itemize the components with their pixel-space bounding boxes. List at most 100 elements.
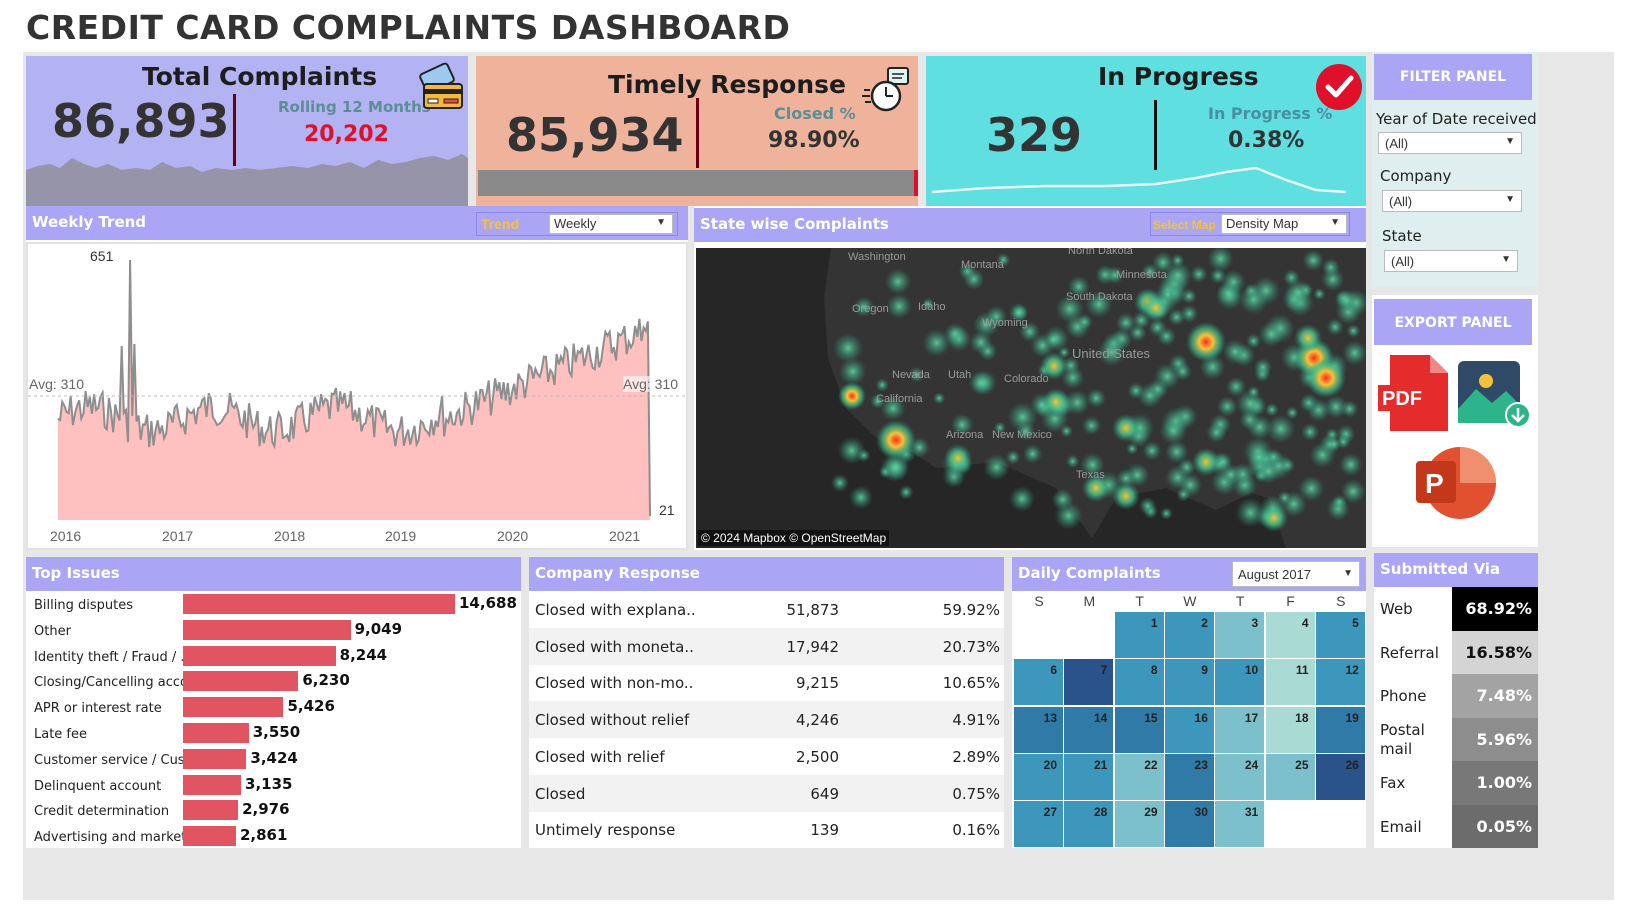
response-row[interactable]: Closed 649 0.75%: [529, 774, 1004, 812]
calendar-day[interactable]: 10: [1215, 659, 1265, 706]
calendar-day[interactable]: 19: [1315, 706, 1365, 753]
map-density-point: [1248, 446, 1270, 469]
issue-row[interactable]: Delinquent account 3,135: [26, 774, 521, 800]
response-row[interactable]: Closed with explana.. 51,873 59.92%: [529, 591, 1004, 628]
trend-chart-border: [26, 242, 688, 550]
top-issues-panel: Top Issues Billing disputes 14,688 Other 9,…: [26, 557, 521, 848]
response-row[interactable]: Closed without relief 4,246 4.91%: [529, 701, 1004, 739]
pdf-export-icon[interactable]: PDF: [1376, 353, 1448, 433]
submitted-via-label: Email: [1380, 817, 1422, 836]
map-density-point: [1326, 318, 1344, 336]
calendar-day[interactable]: 5: [1315, 612, 1365, 658]
issue-row[interactable]: Billing disputes 14,688: [26, 593, 521, 619]
calendar-day[interactable]: 28: [1064, 801, 1114, 848]
response-row[interactable]: Closed with moneta.. 17,942 20.73%: [529, 627, 1004, 665]
chevron-down-icon: ▼: [1343, 568, 1353, 579]
trend-dropdown[interactable]: Weekly ▼: [549, 214, 673, 234]
calendar-day[interactable]: 27: [1014, 801, 1063, 848]
map-hotspot: [1082, 474, 1110, 502]
total-sparkline: [26, 154, 468, 206]
filter-company-dropdown[interactable]: (All) ▼: [1382, 190, 1522, 212]
issue-row[interactable]: Closing/Cancelling acco.. 6,230: [26, 670, 521, 696]
calendar-day[interactable]: 22: [1114, 753, 1164, 800]
calendar-day[interactable]: 23: [1164, 753, 1214, 800]
issue-bar: [183, 671, 299, 692]
calendar-day[interactable]: 4: [1265, 612, 1315, 658]
calendar-day[interactable]: 7: [1064, 659, 1114, 706]
ppt-export-icon[interactable]: P: [1414, 445, 1496, 521]
kpi-progress-divider: [1154, 100, 1157, 170]
calendar-day[interactable]: 2: [1164, 612, 1214, 658]
issue-row[interactable]: APR or interest rate 5,426: [26, 696, 521, 722]
filter-year-dropdown[interactable]: (All) ▼: [1378, 132, 1522, 154]
calendar-day[interactable]: 18: [1265, 706, 1315, 753]
response-row[interactable]: Untimely response 139 0.16%: [529, 811, 1004, 848]
calendar-day[interactable]: 25: [1265, 753, 1315, 800]
calendar-day[interactable]: 17: [1215, 706, 1265, 753]
calendar-day[interactable]: 8: [1114, 659, 1164, 706]
submitted-via-row[interactable]: Phone 7.48%: [1374, 674, 1538, 718]
submitted-via-row[interactable]: Postal mail 5.96%: [1374, 717, 1538, 761]
calendar-day[interactable]: 1: [1114, 612, 1164, 658]
response-row[interactable]: Closed with non-mo.. 9,215 10.65%: [529, 664, 1004, 701]
filter-state-dropdown[interactable]: (All) ▼: [1384, 250, 1518, 272]
map-density-point: [1082, 416, 1102, 436]
issue-row[interactable]: Identity theft / Fraud / .. 8,244: [26, 645, 521, 671]
image-export-icon[interactable]: [1456, 359, 1532, 429]
map-label-colorado: Colorado: [1004, 373, 1049, 385]
map-dropdown[interactable]: Density Map ▼: [1221, 214, 1347, 234]
submitted-via-row[interactable]: Referral 16.58%: [1374, 630, 1538, 674]
response-row[interactable]: Closed with relief 2,500 2.89%: [529, 738, 1004, 775]
trend-dropdown-value: Weekly: [554, 216, 597, 231]
map-density-point: [1061, 366, 1085, 389]
map-density-point: [1138, 497, 1157, 515]
map-density-point: [1152, 251, 1175, 274]
issue-row[interactable]: Advertising and market.. 2,861: [26, 825, 521, 851]
calendar-day[interactable]: 31: [1215, 801, 1265, 848]
map-density-point: [1009, 485, 1035, 512]
calendar-day[interactable]: 26: [1315, 753, 1365, 800]
issue-row[interactable]: Late fee 3,550: [26, 722, 521, 748]
company-response-title: Company Response: [535, 564, 700, 582]
calendar-day[interactable]: 21: [1064, 753, 1114, 800]
issue-row[interactable]: Credit determination 2,976: [26, 799, 521, 825]
calendar-day[interactable]: 29: [1114, 801, 1164, 848]
map-hotspot: [1294, 324, 1322, 352]
density-map[interactable]: Montana North Dakota South Dakota Idaho …: [696, 248, 1366, 548]
response-label: Closed with relief: [535, 747, 665, 766]
calendar-day[interactable]: 14: [1064, 706, 1114, 753]
calendar-day[interactable]: 11: [1265, 659, 1315, 706]
submitted-via-row[interactable]: Email 0.05%: [1374, 804, 1538, 848]
calendar-day[interactable]: 13: [1014, 706, 1063, 753]
trend-selector[interactable]: Trend Weekly ▼: [476, 212, 678, 236]
trend-area: [58, 260, 650, 520]
map-density-point: [983, 453, 1010, 481]
submitted-via-row[interactable]: Web 68.92%: [1374, 587, 1538, 631]
map-density-point: [933, 392, 946, 405]
calendar-day[interactable]: 15: [1114, 706, 1164, 753]
calendar-day[interactable]: 30: [1164, 801, 1214, 848]
submitted-via-row[interactable]: Fax 1.00%: [1374, 761, 1538, 805]
month-dropdown[interactable]: August 2017 ▼: [1232, 561, 1360, 587]
map-hotspot: [1112, 414, 1140, 442]
calendar-day[interactable]: 24: [1215, 753, 1265, 800]
calendar-day[interactable]: 6: [1014, 659, 1063, 706]
map-density-point: [1324, 395, 1348, 419]
calendar-day[interactable]: 9: [1164, 659, 1214, 706]
calendar-day[interactable]: 3: [1215, 612, 1265, 658]
kpi-timely-value: 85,934: [506, 108, 684, 162]
map-label-montana: Montana: [961, 259, 1005, 271]
calendar-day[interactable]: 12: [1315, 659, 1365, 706]
issue-value: 3,550: [252, 723, 301, 741]
map-density-point: [1266, 414, 1296, 444]
map-selector[interactable]: Select Map Density Map ▼: [1150, 212, 1350, 236]
issue-value: 9,049: [354, 619, 403, 638]
issue-row[interactable]: Other 9,049: [26, 619, 521, 645]
trend-line: [57, 259, 651, 517]
submitted-via-label: Fax: [1380, 774, 1406, 792]
calendar-day[interactable]: 16: [1164, 706, 1214, 753]
month-dropdown-value: August 2017: [1238, 567, 1312, 582]
map-density-point: [1168, 308, 1186, 326]
calendar-day[interactable]: 20: [1014, 753, 1063, 800]
issue-row[interactable]: Customer service / Cust.. 3,424: [26, 748, 521, 774]
